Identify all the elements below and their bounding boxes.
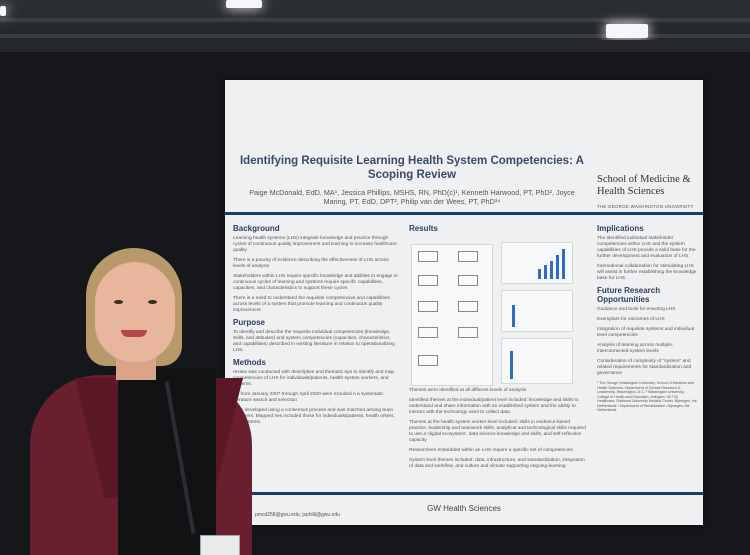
results-item: Researchers embedded within an LHS requi… [409, 448, 573, 453]
column-middle: Results [409, 220, 589, 236]
results-item: Identified themes at the individual/pati… [409, 398, 579, 415]
results-item: System level themes included: data, infr… [409, 458, 585, 469]
background-heading: Background [233, 224, 280, 233]
implications-item: The identified individual stakeholder co… [597, 236, 696, 259]
bar-chart-thumbnail [501, 290, 573, 332]
mini-bar [544, 265, 547, 279]
flow-node [458, 251, 478, 262]
implications-heading: Implications [597, 224, 644, 233]
flow-node [458, 301, 478, 312]
methods-item: were developed using a consensus process… [233, 408, 395, 425]
person-face [95, 262, 175, 362]
background-item: Learning health systems (LHS) integrate … [233, 236, 397, 253]
mini-bar [556, 255, 559, 279]
results-item: Themes were identified at all different … [409, 388, 527, 393]
footer-rule [225, 492, 703, 495]
mini-bar [510, 351, 513, 379]
mini-bar [538, 269, 541, 279]
flow-node [418, 355, 438, 366]
future-item: Guidance and tools for enacting LHS [597, 307, 676, 312]
flow-node [418, 275, 438, 286]
column-left: Background Learning health systems (LHS)… [233, 220, 398, 430]
mini-bar [562, 249, 565, 279]
results-list: Themes were identified at all different … [409, 388, 589, 474]
ceiling-light [606, 24, 648, 38]
methods-heading: Methods [233, 358, 266, 367]
results-heading: Results [409, 224, 438, 233]
poster-title: Identifying Requisite Learning Health Sy… [239, 155, 584, 181]
flow-node [418, 251, 438, 262]
future-research-heading: Future Research Opportunities [597, 286, 661, 304]
flow-node [418, 327, 438, 338]
flow-diagram [411, 244, 493, 386]
purpose-text: To identify and describe the requisite i… [233, 330, 395, 353]
board-rail [0, 40, 750, 54]
poster-footer: GW Health Sciences [427, 504, 501, 513]
background-item: There is a need to understand the requis… [233, 296, 390, 313]
future-item: Consideration of complexity of "system" … [597, 359, 692, 376]
eye [114, 300, 123, 304]
affiliations: ¹ The George Washington University, Scho… [597, 381, 697, 412]
ceiling-light [0, 6, 6, 16]
poster: Identifying Requisite Learning Health Sy… [225, 80, 703, 525]
flow-node [418, 301, 438, 312]
bar-chart-thumbnail [501, 338, 573, 384]
flow-node [458, 327, 478, 338]
smile [121, 330, 147, 337]
methods-item: review was conducted with descriptive an… [233, 370, 395, 387]
eye [148, 300, 157, 304]
header-rule [225, 212, 703, 215]
poster-authors: Paige McDonald, EdD, MA¹, Jessica Philli… [249, 188, 575, 206]
background-item: There is a paucity of evidence describin… [233, 258, 389, 269]
background-item: Stakeholders within LHS require specific… [233, 274, 398, 291]
implications-item: International collaboration for stimulat… [597, 264, 697, 281]
ceiling-beam [0, 18, 750, 22]
university-name: THE GEORGE WASHINGTON UNIVERSITY [597, 204, 694, 209]
school-logo-text: School of Medicine & Health Sciences [597, 174, 691, 197]
contact-emails: pmcd258@gwu.edu; jsphilli@gwu.edu [255, 512, 340, 518]
future-item: Integration of requisite systems and ind… [597, 327, 695, 338]
ceiling-light [226, 0, 262, 8]
mini-bar [550, 261, 553, 279]
future-item: Exemplars for outcomes of LHS [597, 317, 665, 322]
bar-chart-thumbnail [501, 242, 573, 284]
name-badge [200, 535, 240, 555]
flow-node [458, 275, 478, 286]
mini-bar [512, 305, 515, 327]
methods-item: les from January 2007 through April 2020… [233, 392, 384, 403]
results-item: Themes at the health system worker level… [409, 420, 586, 443]
future-item: Analysis of learning across multiple, in… [597, 343, 674, 354]
ceiling-beam [0, 34, 750, 38]
column-right: Implications The identified individual s… [597, 220, 697, 417]
purpose-heading: Purpose [233, 318, 266, 327]
